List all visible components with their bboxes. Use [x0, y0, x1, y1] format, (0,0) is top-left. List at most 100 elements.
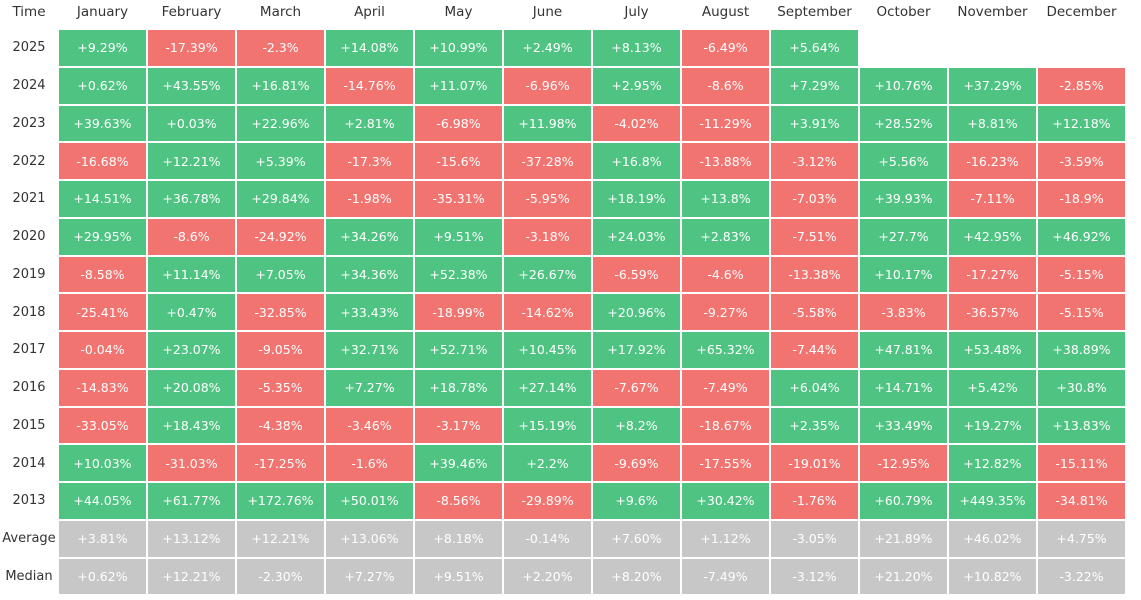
return-cell: -5.15% — [1038, 256, 1125, 293]
return-cell: -4.38% — [237, 407, 324, 444]
return-cell: +24.03% — [593, 218, 680, 255]
summary-cell: +4.75% — [1038, 520, 1125, 557]
return-cell: -6.59% — [593, 256, 680, 293]
return-cell: +46.92% — [1038, 218, 1125, 255]
return-cell: -4.6% — [682, 256, 769, 293]
column-header: December — [1046, 4, 1117, 20]
summary-cell: +3.81% — [59, 520, 146, 557]
return-cell: -16.68% — [59, 143, 146, 179]
summary-cell: +0.62% — [59, 558, 146, 595]
summary-cell: -3.05% — [771, 520, 858, 557]
row-label: Average — [2, 531, 56, 547]
row-label: 2013 — [12, 493, 46, 509]
return-cell: -31.03% — [148, 445, 235, 481]
row-label: 2019 — [12, 266, 46, 282]
return-cell: -9.05% — [237, 332, 324, 368]
summary-cell: +21.89% — [860, 520, 947, 557]
return-cell: +2.83% — [682, 218, 769, 255]
return-cell: -7.11% — [949, 181, 1036, 217]
return-cell: +11.07% — [415, 67, 502, 104]
return-cell: -3.59% — [1038, 143, 1125, 179]
summary-cell: +7.60% — [593, 520, 680, 557]
return-cell: +29.84% — [237, 181, 324, 217]
row-label: 2016 — [12, 380, 46, 396]
return-cell: +9.29% — [59, 30, 146, 66]
return-cell: +38.89% — [1038, 332, 1125, 368]
return-cell: +61.77% — [148, 483, 235, 519]
column-header: August — [701, 4, 750, 20]
summary-cell: +1.12% — [682, 520, 769, 557]
return-cell: +7.27% — [326, 369, 413, 406]
return-cell: +0.47% — [148, 294, 235, 330]
return-cell: -7.49% — [682, 369, 769, 406]
return-cell: -2.3% — [237, 30, 324, 66]
return-cell: -6.49% — [682, 30, 769, 66]
return-cell: +23.07% — [148, 332, 235, 368]
return-cell: +26.67% — [504, 256, 591, 293]
return-cell: -19.01% — [771, 445, 858, 481]
summary-cell: +21.20% — [860, 558, 947, 595]
return-cell: -5.15% — [1038, 294, 1125, 330]
return-cell: -3.12% — [771, 143, 858, 179]
return-cell: +18.19% — [593, 181, 680, 217]
return-cell: +9.6% — [593, 483, 680, 519]
row-label: 2021 — [12, 191, 46, 207]
return-cell: -11.29% — [682, 105, 769, 142]
return-cell: +30.42% — [682, 483, 769, 519]
return-cell: -5.58% — [771, 294, 858, 330]
return-cell: -6.98% — [415, 105, 502, 142]
return-cell: +2.49% — [504, 30, 591, 66]
return-cell: +18.43% — [148, 407, 235, 444]
return-cell: +27.14% — [504, 369, 591, 406]
return-cell: -24.92% — [237, 218, 324, 255]
return-cell: -7.03% — [771, 181, 858, 217]
return-cell: +5.42% — [949, 369, 1036, 406]
return-cell: +5.39% — [237, 143, 324, 179]
return-cell: +20.96% — [593, 294, 680, 330]
return-cell: -18.99% — [415, 294, 502, 330]
return-cell: +10.45% — [504, 332, 591, 368]
return-cell: -18.9% — [1038, 181, 1125, 217]
return-cell: -8.58% — [59, 256, 146, 293]
return-cell: +12.82% — [949, 445, 1036, 481]
return-cell: +36.78% — [148, 181, 235, 217]
return-cell: +28.52% — [860, 105, 947, 142]
return-cell: +10.99% — [415, 30, 502, 66]
return-cell: +2.81% — [326, 105, 413, 142]
column-header: April — [354, 4, 385, 20]
return-cell: +13.8% — [682, 181, 769, 217]
return-cell: +42.95% — [949, 218, 1036, 255]
return-cell: -8.56% — [415, 483, 502, 519]
return-cell: -4.02% — [593, 105, 680, 142]
return-cell: -25.41% — [59, 294, 146, 330]
return-cell: -15.6% — [415, 143, 502, 179]
return-cell: -29.89% — [504, 483, 591, 519]
return-cell: -3.46% — [326, 407, 413, 444]
return-cell: +47.81% — [860, 332, 947, 368]
summary-cell: -2.30% — [237, 558, 324, 595]
return-cell: +17.92% — [593, 332, 680, 368]
row-label: 2014 — [12, 455, 46, 471]
return-cell: +14.71% — [860, 369, 947, 406]
return-cell: +16.81% — [237, 67, 324, 104]
return-cell: -9.27% — [682, 294, 769, 330]
return-cell: +52.38% — [415, 256, 502, 293]
column-header: September — [777, 4, 852, 20]
return-cell: +8.13% — [593, 30, 680, 66]
summary-cell: +12.21% — [237, 520, 324, 557]
column-header: January — [76, 4, 129, 20]
return-cell: +8.81% — [949, 105, 1036, 142]
return-cell: -9.69% — [593, 445, 680, 481]
return-cell: +32.71% — [326, 332, 413, 368]
return-cell: -35.31% — [415, 181, 502, 217]
column-header: June — [532, 4, 563, 20]
return-cell: -5.95% — [504, 181, 591, 217]
return-cell: -16.23% — [949, 143, 1036, 179]
row-label: Median — [5, 568, 53, 584]
return-cell: -1.76% — [771, 483, 858, 519]
return-cell: +6.04% — [771, 369, 858, 406]
return-cell: +33.49% — [860, 407, 947, 444]
return-cell: +13.83% — [1038, 407, 1125, 444]
return-cell: +2.2% — [504, 445, 591, 481]
